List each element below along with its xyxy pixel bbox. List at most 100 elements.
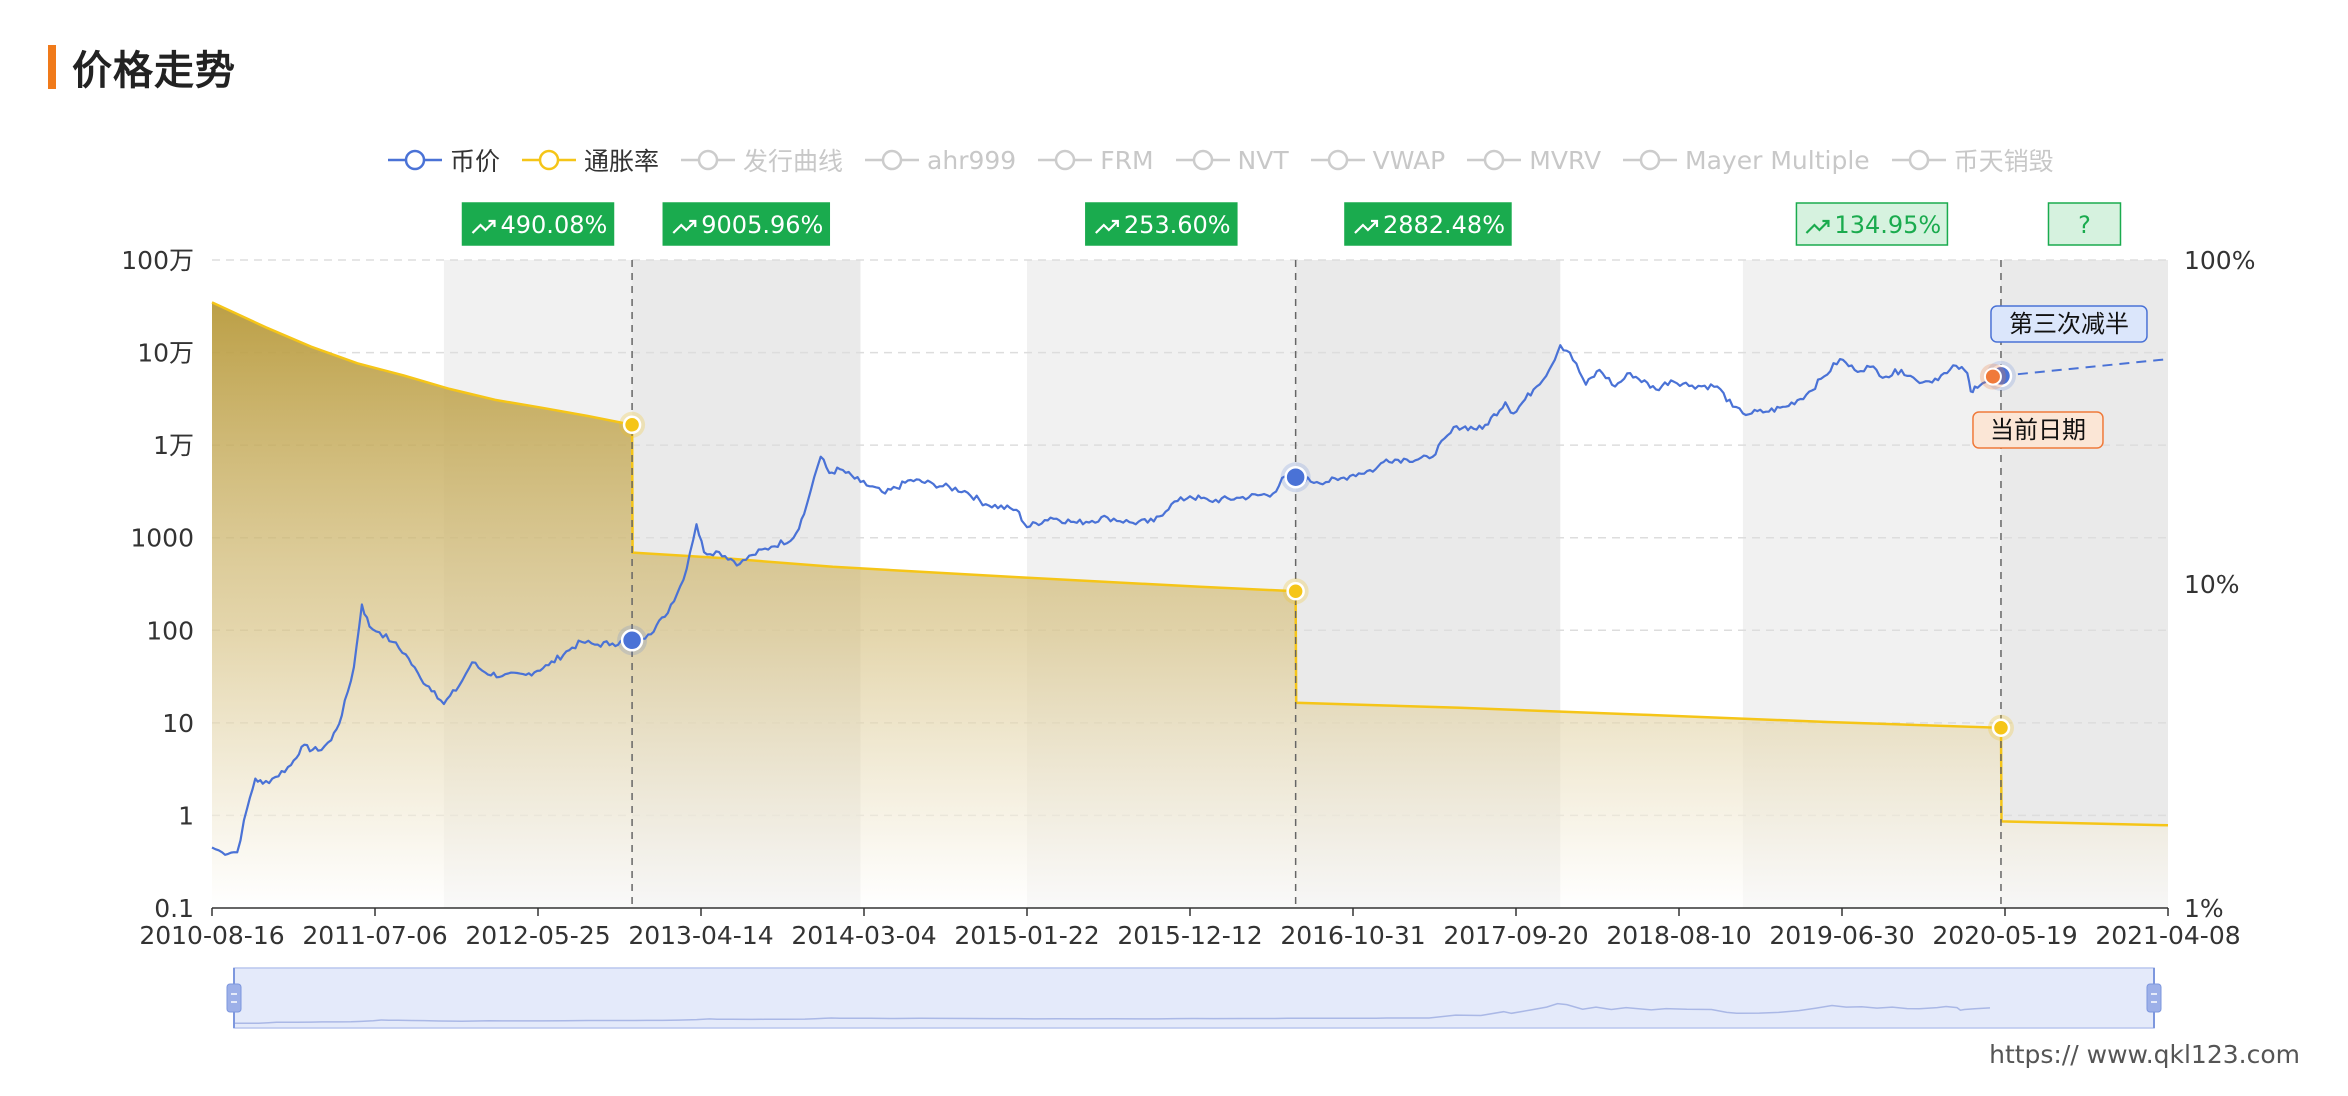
chart-legend: 币价 通胀率 发行曲线 ahr999 FRM NVT VWAP MVRV Mayer Multi… (388, 140, 2054, 180)
legend-circle-icon (1310, 149, 1365, 171)
inflation-marker (1286, 581, 1305, 601)
price-marker (1284, 465, 1307, 489)
zoom-handle[interactable] (226, 983, 242, 1013)
x-tick-label: 2021-04-08 (2095, 921, 2240, 950)
y-right-tick-label: 10% (2184, 570, 2240, 599)
return-badge (1085, 202, 1238, 246)
cycle-band (2000, 260, 2168, 908)
legend-label: 币价 (450, 147, 501, 176)
annotation-box (1990, 305, 2148, 343)
legend-item[interactable]: 币天销毁 (1891, 142, 2054, 178)
legend-label: VWAP (1372, 145, 1446, 175)
legend-item[interactable]: ahr999 (865, 146, 1016, 175)
annotation-current-date: 当前日期 (1972, 411, 2104, 449)
x-tick-label: 2014-03-04 (791, 921, 936, 950)
y-right-tick-label: 100% (2184, 246, 2255, 275)
x-tick-label: 2010-08-16 (139, 921, 284, 950)
current-date-marker (1983, 367, 2002, 386)
return-badge-label: ? (2078, 211, 2091, 239)
zoom-handle[interactable] (2146, 983, 2162, 1013)
y-left-tick-label: 100 (146, 616, 194, 645)
page-title-text: 价格走势 (72, 48, 236, 94)
legend-label: 通胀率 (584, 147, 660, 176)
legend-item[interactable]: 币价 (388, 142, 500, 178)
zoom-preview-line (233, 1002, 1991, 1025)
y-left-tick-label: 100万 (121, 246, 194, 275)
title-accent-bar (48, 45, 56, 89)
legend-item[interactable]: 发行曲线 (681, 142, 843, 178)
x-tick-label: 2019-06-30 (1769, 921, 1914, 950)
trend-up-icon (1805, 219, 1830, 234)
footer-url: https:// www.qkl123.com (1989, 1040, 2300, 1069)
trend-up-icon (1354, 219, 1379, 234)
inflation-line (211, 301, 2169, 827)
return-badge-label: 9005.96% (701, 211, 823, 239)
trend-up-icon (471, 219, 496, 234)
x-axis: 2010-08-16 2011-07-06 2012-05-25 2013-04-14… (139, 907, 2241, 950)
legend-circle-icon (1038, 149, 1093, 171)
data-zoom-slider (226, 967, 2162, 1029)
price-line (211, 344, 2002, 856)
x-tick-label: 2018-08-10 (1606, 921, 1751, 950)
annotation-third-halving: 第三次减半 (1990, 305, 2148, 343)
trend-up-icon (672, 219, 697, 234)
x-tick-label: 2012-05-25 (465, 921, 610, 950)
x-tick-label: 2020-05-19 (1932, 921, 2077, 950)
legend-item[interactable]: 通胀率 (522, 142, 659, 178)
legend-circle-icon (1467, 149, 1522, 171)
legend-circle-icon (522, 149, 577, 171)
legend-label: 币天销毁 (1953, 147, 2054, 176)
legend-circle-icon (1175, 149, 1230, 171)
legend-circle-icon (1891, 149, 1946, 171)
legend-circle-icon (681, 149, 736, 171)
legend-label: Mayer Multiple (1685, 145, 1870, 175)
legend-label: ahr999 (927, 145, 1017, 175)
y-left-tick-label: 1万 (153, 431, 194, 460)
x-tick-label: 2013-04-14 (628, 921, 773, 950)
page-title: 价格走势 (48, 42, 236, 94)
return-badge-label: 253.60% (1124, 211, 1231, 239)
legend-item[interactable]: FRM (1038, 145, 1154, 175)
y-left-tick-label: 10 (162, 709, 194, 738)
legend-item[interactable]: VWAP (1310, 145, 1446, 175)
inflation-marker (1991, 718, 2011, 738)
legend-label: NVT (1237, 145, 1289, 175)
y-axis-left: 0.1 1 10 100 1000 1万 10万 100万 (121, 246, 194, 923)
halving-markers (617, 360, 2016, 741)
legend-item[interactable]: Mayer Multiple (1623, 146, 1870, 175)
return-badge-label: 490.08% (501, 211, 608, 239)
legend-label: 发行曲线 (743, 147, 844, 176)
legend-item[interactable]: MVRV (1467, 146, 1601, 175)
legend-label: FRM (1100, 145, 1154, 175)
price-projection-line (2000, 358, 2169, 377)
return-badge (461, 202, 615, 246)
price-marker (620, 629, 644, 652)
y-right-tick-label: 1% (2184, 894, 2224, 923)
x-tick-label: 2011-07-06 (302, 921, 447, 950)
annotation-box (1972, 411, 2104, 449)
return-badge-label: 2882.48% (1383, 211, 1505, 239)
x-tick-label: 2017-09-20 (1443, 921, 1588, 950)
annotation-label: 当前日期 (1990, 416, 2086, 444)
trend-up-icon (1095, 219, 1119, 234)
legend-label: MVRV (1529, 145, 1602, 175)
return-badge-label: 134.95% (1834, 211, 1941, 239)
x-tick-label: 2015-12-12 (1117, 921, 1262, 950)
inflation-area (212, 302, 2168, 908)
inflation-marker (622, 415, 642, 435)
y-axis-right: 1% 10% 100% (2184, 246, 2255, 923)
cycle-return-badges: 490.08% 9005.96% 253.60% 2882.48% 134.95%? (461, 202, 2122, 246)
y-left-tick-label: 0.1 (154, 894, 194, 923)
return-badge (1795, 202, 1949, 246)
annotation-label: 第三次减半 (2009, 310, 2129, 338)
legend-circle-icon (1623, 149, 1678, 171)
return-badge (2047, 202, 2122, 246)
x-tick-label: 2016-10-31 (1280, 921, 1425, 950)
legend-circle-icon (388, 149, 442, 171)
legend-circle-icon (865, 149, 920, 171)
legend-item[interactable]: NVT (1175, 145, 1289, 175)
y-left-tick-label: 1 (178, 801, 194, 830)
x-tick-label: 2015-01-22 (954, 921, 1099, 950)
y-left-tick-label: 10万 (137, 339, 194, 368)
